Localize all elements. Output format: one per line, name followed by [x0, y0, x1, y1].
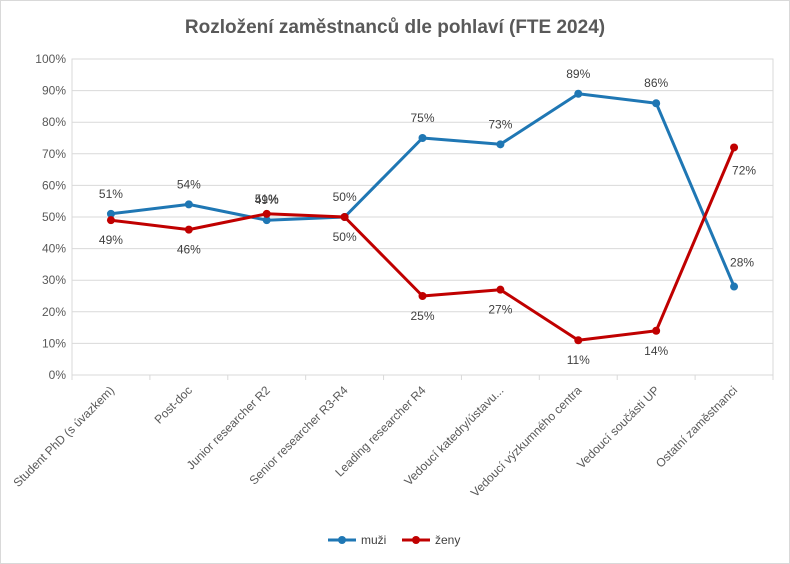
data-label: 49% [99, 233, 123, 247]
y-tick-label: 70% [42, 147, 66, 161]
chart-title: Rozložení zaměstnanců dle pohlaví (FTE 2… [185, 17, 605, 38]
y-axis: 0% 10% 20% 30% 40% 50% 60% 70% 80% 90% 100% [35, 52, 66, 382]
y-tick-label: 100% [35, 52, 66, 66]
y-tick-label: 90% [42, 84, 66, 98]
data-label: 51% [99, 187, 123, 201]
plot-border [71, 58, 774, 376]
data-point [652, 99, 661, 108]
data-point [652, 326, 661, 335]
data-label: 72% [732, 163, 756, 177]
x-tick-label: Ostatní zaměstnanci [653, 383, 740, 470]
y-tick-label: 50% [42, 210, 66, 224]
data-point [730, 143, 739, 152]
y-tick-label: 10% [42, 336, 66, 350]
y-tick-label: 80% [42, 115, 66, 129]
data-point [496, 140, 505, 149]
legend-label: muži [361, 533, 386, 547]
data-point [184, 225, 193, 234]
data-point [730, 282, 739, 291]
y-tick-label: 30% [42, 273, 66, 287]
data-point [340, 213, 349, 221]
legend-label: ženy [435, 533, 460, 547]
data-label: 54% [177, 177, 201, 191]
y-tick-label: 20% [42, 305, 66, 319]
data-point [574, 89, 583, 98]
data-label: 89% [566, 67, 590, 81]
data-point [106, 216, 115, 225]
data-point [574, 336, 583, 345]
legend-marker [338, 536, 346, 544]
data-label: 73% [488, 117, 512, 131]
x-tick-label: Vedoucí součásti UP [574, 383, 662, 471]
data-point [418, 292, 427, 300]
y-tick-label: 40% [42, 242, 66, 256]
y-tick-label: 0% [49, 368, 67, 382]
data-label: 14% [644, 344, 668, 358]
y-tick-label: 60% [42, 178, 66, 192]
data-label: 49% [255, 193, 279, 207]
data-label: 27% [488, 303, 512, 317]
legend: muži ženy [328, 533, 460, 547]
legend-marker [412, 536, 420, 544]
data-label: 50% [333, 230, 357, 244]
x-tick-label: Junior researcher R2 [184, 383, 273, 472]
data-label: 51% [255, 192, 279, 206]
data-label: 11% [567, 353, 590, 367]
data-label: 28% [730, 256, 754, 270]
data-label: 86% [644, 76, 668, 90]
data-point [262, 209, 271, 218]
data-point [418, 134, 427, 142]
data-label: 75% [410, 111, 434, 125]
data-label: 25% [410, 309, 434, 323]
data-label: 50% [333, 190, 357, 204]
data-point [106, 209, 115, 218]
data-point [262, 216, 271, 225]
data-point [496, 285, 505, 294]
data-point [184, 200, 193, 209]
x-tick-label: Post-doc [152, 383, 195, 426]
data-label: 46% [177, 243, 201, 257]
x-tick-label: Student PhD (s úvazkem) [10, 383, 117, 490]
gridlines [71, 58, 774, 376]
series-layer: 51% 54% 49% 50% 75% 73% 89% 86% 28% 49% 46% 51% 50% 2… [99, 67, 756, 367]
